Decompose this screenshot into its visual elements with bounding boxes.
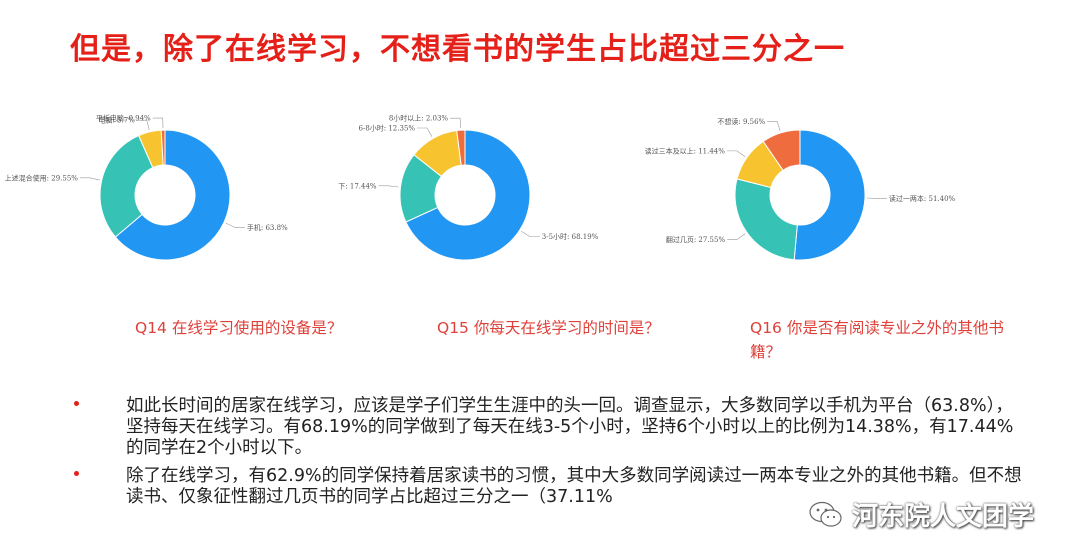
bullet-paragraph-1: 如此长时间的居家在线学习，应该是学子们学生生涯中的头一回。调查显示，大多数同学以… — [74, 396, 1026, 459]
q16-caption: Q16 你是否有阅读专业之外的其他书籍？ — [750, 319, 1004, 361]
bullet-marker — [74, 471, 79, 476]
q15-caption: Q15 你每天在线学习的时间是？ — [437, 319, 660, 337]
watermark-text: 河东院人文团学 — [852, 502, 1035, 532]
q14-caption: Q14 在线学习使用的设备是？ — [135, 319, 343, 337]
slice-label: 3-5小时: 68.19% — [542, 232, 599, 241]
slice-label: 不想读: 9.56% — [717, 117, 765, 126]
leader-line — [136, 119, 150, 130]
pie-slice — [160, 129, 166, 166]
bullet-paragraph-2: 除了在线学习，有62.9%的同学保持着居家读书的习惯，其中大多数同学阅读过一两本… — [74, 466, 1026, 508]
slice-label: 上述混合使用: 29.55% — [5, 173, 79, 182]
pie-slice — [793, 129, 866, 261]
page-title: 但是，除了在线学习，不想看书的学生占比超过三分之一 — [70, 32, 845, 67]
leader-line — [225, 222, 245, 228]
q14-donut-chart: 手机: 63.8% 上述混合使用: 29.55% 电脑: 5.7%平板电脑: 0.9… — [5, 114, 288, 261]
pie-slice — [405, 129, 531, 261]
slice-label: 翻过几页: 27.55% — [666, 235, 726, 244]
leader-line — [727, 233, 746, 240]
slice-label: 读过一两本: 51.40% — [889, 194, 956, 203]
pie-slice — [114, 129, 231, 261]
pie-slice — [762, 129, 801, 171]
slice-label: 读过三本及以上: 11.44% — [645, 146, 726, 155]
leader-line — [79, 177, 100, 181]
bullet-marker — [74, 401, 79, 406]
slice-label: 8小时以上: 2.03% — [389, 114, 449, 123]
pie-slice — [99, 134, 154, 238]
leader-line — [152, 117, 164, 129]
bullet-text: 如此长时间的居家在线学习，应该是学子们学生生涯中的头一回。调查显示，大多数同学以… — [126, 396, 1014, 458]
slice-label: 平板电脑: 0.94% — [96, 114, 151, 123]
leader-line — [417, 127, 433, 137]
leader-line — [378, 185, 399, 188]
q16-donut-chart: 读过一两本: 51.40% 翻过几页: 27.55% 读过三本及以上: 11.44%… — [645, 117, 956, 261]
q15-donut-chart: 3-5小时: 68.19% 下: 17.44% 6-8小时: 12.35%8小时以上… — [338, 114, 599, 261]
pie-slice — [734, 178, 798, 261]
leader-line — [521, 230, 540, 237]
wechat-icon — [809, 501, 842, 527]
watermark: 河东院人文团学 — [808, 496, 1034, 533]
bullet-text: 除了在线学习，有62.9%的同学保持着居家读书的习惯，其中大多数同学阅读过一两本… — [126, 466, 1022, 507]
slice-label: 电脑: 5.7% — [98, 116, 135, 125]
pie-slice — [456, 129, 466, 166]
slice-label: 6-8小时: 12.35% — [358, 124, 415, 133]
leader-line — [726, 150, 746, 157]
leader-line — [767, 121, 781, 132]
leader-line — [450, 117, 462, 129]
slice-label: 手机: 63.8% — [247, 223, 288, 232]
slice-label: 下: 17.44% — [338, 182, 377, 190]
